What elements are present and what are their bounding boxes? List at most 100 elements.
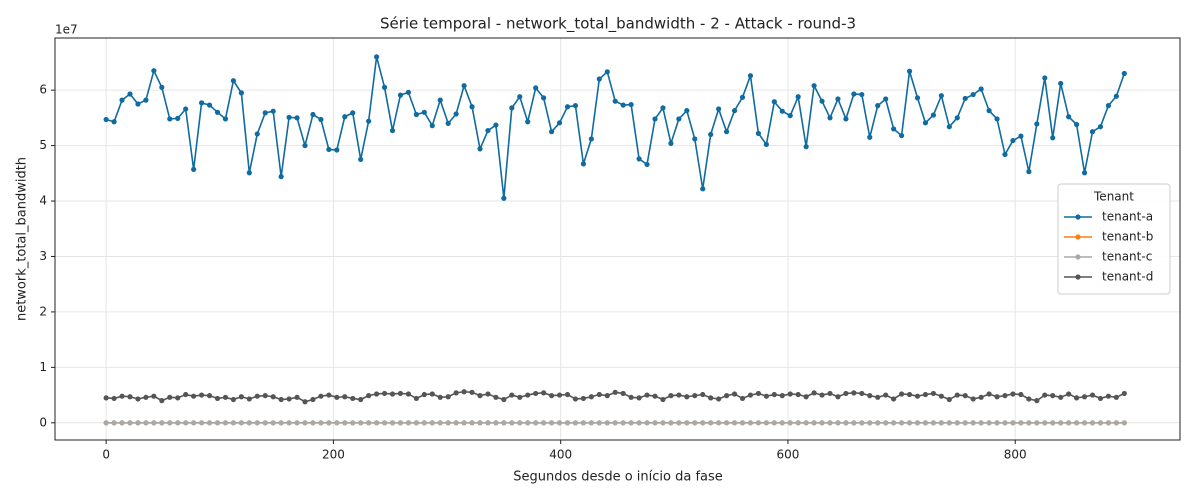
point [692,420,698,426]
point [723,129,730,135]
point [421,420,427,426]
point [747,73,754,79]
point [700,186,706,192]
point [851,91,857,97]
point [986,108,992,114]
point [803,420,809,426]
point [771,99,777,105]
point [978,420,984,426]
point [302,399,308,405]
point [620,102,626,108]
point [1113,93,1119,99]
point [660,396,666,403]
point [270,394,276,400]
point [254,393,260,399]
point [509,392,515,398]
point [366,118,372,124]
point [533,85,539,91]
point [389,420,396,426]
point [278,174,284,180]
point [962,95,968,102]
y-axis-label: network_total_bandwidth [15,157,30,321]
point [501,195,507,201]
legend-label: tenant-c [1102,250,1152,264]
point [906,420,913,426]
point [843,390,849,397]
point [525,420,531,426]
point [564,420,571,426]
point [175,115,181,121]
point [453,390,459,396]
point [1002,420,1008,426]
point [262,393,268,399]
point [1097,124,1104,130]
point [127,394,133,400]
point [867,420,873,426]
legend-label: tenant-a [1102,210,1153,224]
point [843,420,849,426]
point [159,84,165,90]
point [373,420,380,426]
point [477,146,483,152]
point [533,390,539,397]
x-tick-label: 400 [549,448,572,462]
point [501,420,507,426]
point [875,420,881,426]
point [310,396,316,403]
point [214,109,221,115]
point [493,394,499,400]
point [437,420,443,426]
point [230,396,237,403]
point [954,420,960,426]
point [262,420,268,426]
point [580,420,587,426]
point [342,394,348,400]
point [898,420,905,426]
point [1042,392,1048,398]
y-tick-label: 4 [39,194,47,208]
point [469,389,475,395]
point [270,108,276,114]
point [509,105,515,111]
point [620,390,626,397]
point [1121,390,1127,397]
point [978,394,984,400]
point [779,108,785,114]
point [779,420,785,426]
point [684,420,690,426]
y-offset-label: 1e7 [55,23,78,37]
point [381,390,388,397]
point [230,420,237,426]
point [135,101,141,107]
point [1105,420,1112,426]
legend-box [1057,183,1171,295]
point [405,391,412,397]
point [501,396,507,403]
point [580,395,587,402]
point [366,393,372,399]
y-tick-label: 6 [39,83,47,97]
point [1018,420,1024,426]
point [787,420,793,426]
point [811,83,817,89]
point [652,420,658,426]
point [970,91,976,98]
point [636,395,642,401]
point [994,394,1000,400]
point [183,420,189,426]
point [1026,420,1032,426]
point [254,131,260,137]
point [859,390,865,397]
point [819,98,825,104]
point [445,394,451,400]
point [167,420,173,426]
point [1089,420,1096,426]
point [342,420,348,426]
point [286,420,292,426]
point [827,420,833,426]
point [755,420,762,426]
point [413,395,419,402]
point [366,420,372,426]
point [485,420,491,426]
